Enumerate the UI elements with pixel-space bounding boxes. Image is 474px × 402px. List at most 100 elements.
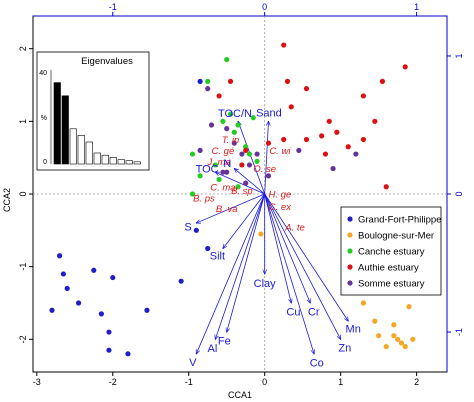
eigenvalue-bar <box>109 157 117 165</box>
env-arrow-label: Mn <box>346 324 361 336</box>
site-point <box>178 278 184 284</box>
site-point <box>216 93 222 99</box>
env-arrow-label: TOC/N <box>218 108 252 120</box>
env-arrow-label: Cu <box>286 307 300 319</box>
env-arrow <box>238 121 266 195</box>
site-point <box>64 285 70 292</box>
y-tick-label: 1 <box>18 119 28 124</box>
eigenvalue-bar <box>77 135 85 165</box>
x-axis-title: CCA1 <box>228 390 252 400</box>
site-point <box>265 140 272 146</box>
env-arrow-label: Cr <box>308 306 320 318</box>
site-point <box>220 118 226 124</box>
site-point <box>205 245 211 252</box>
legend-marker <box>347 280 353 286</box>
site-point <box>265 173 272 179</box>
inset-title: Eigenvalues <box>81 56 133 67</box>
site-points <box>49 42 416 357</box>
site-point <box>246 162 253 168</box>
eigenvalue-bar <box>117 159 125 165</box>
site-point <box>197 147 203 154</box>
site-point <box>205 86 211 92</box>
site-point <box>75 300 82 306</box>
site-point <box>303 136 310 143</box>
site-point <box>284 78 291 84</box>
site-point <box>224 126 230 132</box>
env-arrow <box>264 193 311 303</box>
legend: Grand-Fort-Philippe Boulogne-sur-Mer Canch… <box>340 206 441 296</box>
legend-label: Somme estuary <box>358 279 425 290</box>
x-tick-label: 2 <box>414 377 419 387</box>
site-point <box>398 340 405 346</box>
site-point <box>239 162 245 168</box>
env-arrow <box>223 193 266 248</box>
site-point <box>281 42 287 48</box>
legend-label: Grand-Fort-Philippe <box>358 215 441 226</box>
env-arrow <box>264 193 292 303</box>
site-point <box>383 184 389 190</box>
site-point <box>220 169 226 175</box>
site-point <box>402 343 408 350</box>
site-point <box>98 311 104 317</box>
site-point <box>326 118 332 124</box>
legend-marker <box>347 216 353 222</box>
site-point <box>345 144 351 150</box>
site-point <box>231 140 237 146</box>
env-arrow <box>264 193 349 321</box>
env-arrow-label: N <box>223 158 231 170</box>
site-point <box>391 322 397 328</box>
site-point <box>281 136 287 143</box>
env-arrow-label: Silt <box>210 251 225 263</box>
site-point <box>372 318 378 324</box>
site-point <box>376 333 382 339</box>
site-point <box>208 122 215 128</box>
y-axis-title: CCA2 <box>2 188 12 212</box>
env-arrow <box>227 193 266 332</box>
env-arrow <box>234 169 265 195</box>
site-point <box>125 351 131 357</box>
x-tick-label: -3 <box>33 377 41 387</box>
legend-label: Authie estuary <box>358 263 419 274</box>
right-tick-label: -1 <box>454 328 464 336</box>
eigenvalue-bar <box>53 82 61 165</box>
site-point <box>193 227 199 233</box>
legend-marker <box>347 264 353 270</box>
site-point <box>106 347 112 353</box>
site-point <box>243 180 249 186</box>
species-label: C. gé <box>212 146 235 157</box>
x-tick-label: -1 <box>185 377 193 387</box>
species-label: T. in <box>222 135 240 146</box>
site-point <box>303 86 310 92</box>
site-point <box>56 253 63 259</box>
x-tick-label: 0 <box>262 377 267 387</box>
site-point <box>353 151 359 157</box>
inset-tick-label: 0 <box>43 159 47 166</box>
site-point <box>212 162 218 168</box>
site-point <box>49 307 55 313</box>
site-point <box>227 111 234 117</box>
site-point <box>106 329 112 335</box>
site-point <box>360 300 367 306</box>
site-point <box>379 78 386 84</box>
site-point <box>250 115 256 121</box>
site-point <box>330 165 336 172</box>
site-point <box>372 118 378 124</box>
y-tick-label: -2 <box>18 335 28 343</box>
env-arrow-label: Fe <box>218 336 231 348</box>
site-point <box>243 147 249 154</box>
site-point <box>224 56 230 63</box>
env-arrow-label: V <box>189 357 197 369</box>
site-point <box>239 151 245 157</box>
site-point <box>254 158 260 164</box>
site-point <box>110 274 116 281</box>
species-label: B. ps <box>193 193 215 204</box>
right-tick-label: 0 <box>454 191 464 196</box>
y-tick-label: 0 <box>18 191 28 196</box>
site-point <box>334 129 340 135</box>
site-point <box>235 184 241 190</box>
site-point <box>216 176 222 183</box>
species-label: C. ma <box>210 182 235 193</box>
env-arrow <box>264 193 314 354</box>
